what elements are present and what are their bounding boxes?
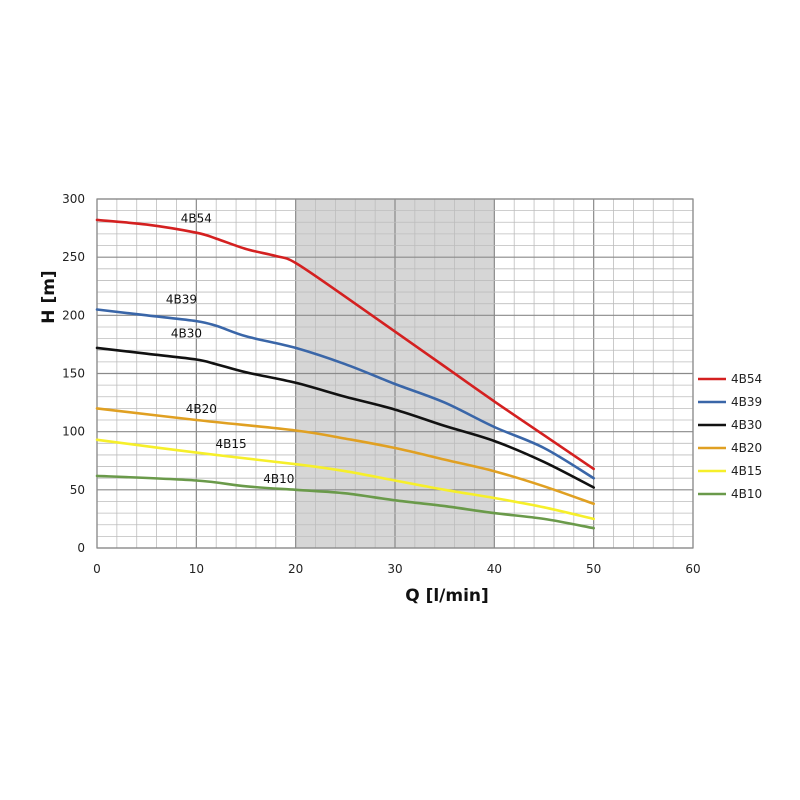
x-tick-label: 20 [288, 562, 303, 576]
curve-label-layer: 4B54 4B39 4B30 4B20 4B15 4B10 [166, 211, 294, 486]
x-tick-label: 30 [387, 562, 402, 576]
curve-label-4b15: 4B15 [216, 437, 247, 451]
tick-label-layer: 0 10 20 30 40 50 60 0 50 100 150 200 250 300 [62, 192, 701, 576]
legend-label-4b10: 4B10 [731, 487, 762, 501]
x-tick-label: 40 [487, 562, 502, 576]
legend-label-4b20: 4B20 [731, 441, 762, 455]
series-line-4b54 [95, 218, 595, 471]
x-tick-label: 0 [93, 562, 101, 576]
y-tick-label: 300 [62, 192, 85, 206]
series-line-4b20 [95, 407, 595, 506]
curve-label-4b39: 4B39 [166, 293, 197, 307]
x-tick-label: 60 [685, 562, 700, 576]
curve-label-4b54: 4B54 [181, 211, 212, 225]
curve-label-4b10: 4B10 [263, 472, 294, 486]
y-tick-label: 100 [62, 425, 85, 439]
legend: 4B54 4B39 4B30 4B20 4B15 4B10 [698, 372, 762, 501]
grid-layer [96, 198, 694, 549]
series-line-4b39 [95, 308, 595, 480]
y-tick-label: 50 [70, 483, 85, 497]
series-line-4b15 [95, 438, 595, 521]
series-line-4b10 [95, 474, 595, 530]
y-axis-title: H [m] [39, 270, 59, 323]
x-tick-label: 50 [586, 562, 601, 576]
series-line-4b30 [95, 346, 595, 489]
curve-label-4b20: 4B20 [186, 402, 217, 416]
y-tick-label: 150 [62, 367, 85, 381]
y-tick-label: 200 [62, 308, 85, 322]
series-layer [95, 218, 595, 530]
y-tick-label: 0 [77, 541, 85, 555]
plot-frame [96, 198, 694, 549]
legend-label-4b54: 4B54 [731, 372, 762, 386]
legend-label-4b30: 4B30 [731, 418, 762, 432]
legend-label-4b39: 4B39 [731, 395, 762, 409]
x-tick-label: 10 [189, 562, 204, 576]
legend-label-4b15: 4B15 [731, 464, 762, 478]
y-tick-label: 250 [62, 250, 85, 264]
x-axis-title: Q [l/min] [405, 586, 489, 606]
curve-label-4b30: 4B30 [171, 326, 202, 340]
